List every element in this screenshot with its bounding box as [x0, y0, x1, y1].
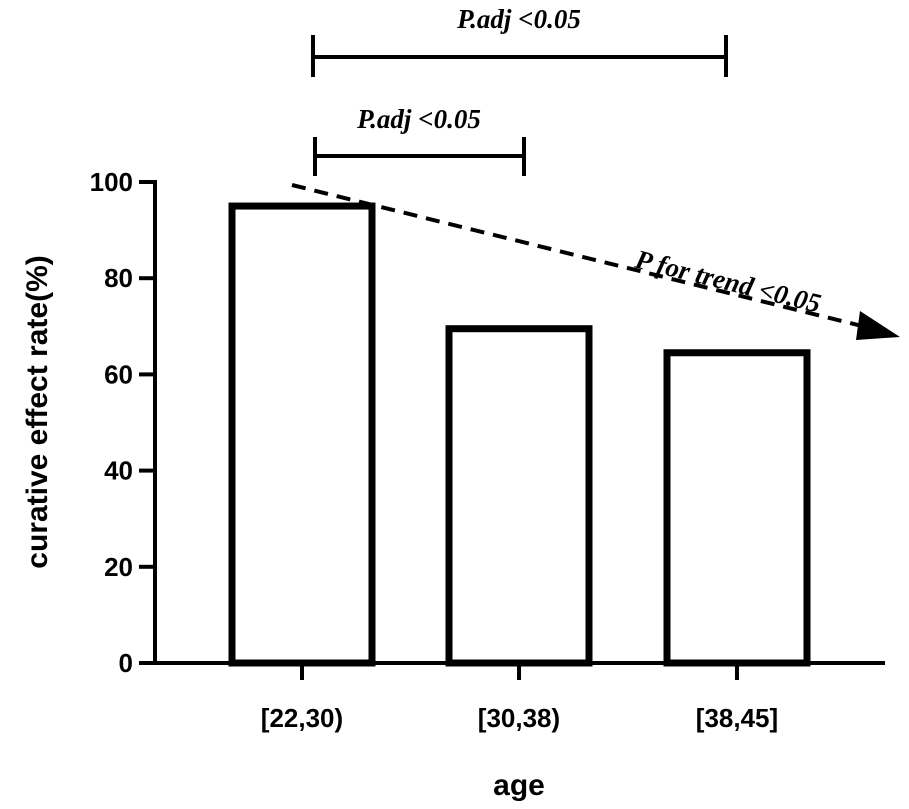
x-tick-label-2: [38,45]: [696, 703, 778, 733]
y-ticks: 0 20 40 60 80 100: [90, 167, 155, 678]
bars: [228, 202, 811, 667]
trend-dashed-line: [291, 183, 871, 330]
bar-1: [445, 325, 593, 667]
trend-label: P for trend <0.05: [631, 244, 824, 319]
significance-bracket-1: P.adj <0.05: [311, 4, 728, 77]
trend-arrow: P for trend <0.05: [291, 183, 900, 340]
significance-bracket-2: P.adj <0.05: [313, 104, 526, 176]
x-tick-label-1: [30,38): [478, 703, 560, 733]
y-tick-label-0: 0: [119, 648, 133, 678]
bracket-1-label: P.adj <0.05: [456, 4, 581, 34]
y-axis-title: curative effect rate(%): [21, 255, 54, 568]
bar-2: [663, 349, 811, 667]
y-tick-label-40: 40: [104, 456, 133, 486]
y-tick-label-100: 100: [90, 167, 133, 197]
y-tick-label-20: 20: [104, 552, 133, 582]
x-ticks: [22,30) [30,38) [38,45]: [261, 663, 778, 733]
bar-0: [228, 202, 376, 667]
x-axis-title: age: [493, 769, 545, 802]
x-tick-label-0: [22,30): [261, 703, 343, 733]
bracket-2-label: P.adj <0.05: [356, 104, 481, 134]
trend-arrowhead: [856, 311, 900, 340]
y-tick-label-80: 80: [104, 263, 133, 293]
y-tick-label-60: 60: [104, 359, 133, 389]
